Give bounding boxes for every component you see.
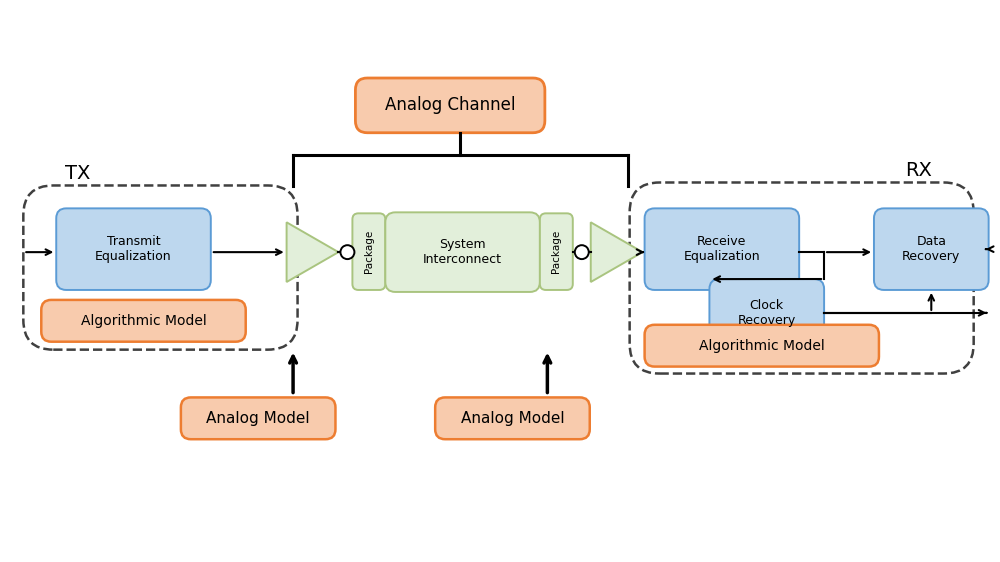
Polygon shape bbox=[591, 223, 643, 282]
Text: System
Interconnect: System Interconnect bbox=[423, 238, 502, 266]
Circle shape bbox=[575, 245, 589, 259]
Text: Receive
Equalization: Receive Equalization bbox=[684, 235, 760, 263]
Text: Algorithmic Model: Algorithmic Model bbox=[699, 339, 825, 353]
Text: Analog Model: Analog Model bbox=[206, 411, 310, 426]
FancyBboxPatch shape bbox=[435, 397, 590, 439]
Text: Package: Package bbox=[551, 230, 561, 273]
FancyBboxPatch shape bbox=[385, 212, 540, 292]
FancyBboxPatch shape bbox=[645, 209, 799, 290]
FancyBboxPatch shape bbox=[56, 209, 211, 290]
FancyBboxPatch shape bbox=[874, 209, 989, 290]
FancyBboxPatch shape bbox=[181, 397, 335, 439]
FancyBboxPatch shape bbox=[709, 279, 824, 347]
Text: Clock
Recovery: Clock Recovery bbox=[738, 299, 796, 327]
FancyBboxPatch shape bbox=[352, 214, 385, 290]
Text: Package: Package bbox=[364, 230, 374, 273]
Text: TX: TX bbox=[65, 164, 91, 183]
Text: Analog Channel: Analog Channel bbox=[385, 96, 515, 115]
Text: Transmit
Equalization: Transmit Equalization bbox=[95, 235, 172, 263]
FancyBboxPatch shape bbox=[645, 325, 879, 366]
Text: Algorithmic Model: Algorithmic Model bbox=[81, 314, 206, 328]
Circle shape bbox=[340, 245, 354, 259]
FancyBboxPatch shape bbox=[41, 300, 246, 342]
Polygon shape bbox=[287, 223, 338, 282]
Text: Data
Recovery: Data Recovery bbox=[902, 235, 960, 263]
FancyBboxPatch shape bbox=[540, 214, 573, 290]
Text: RX: RX bbox=[905, 161, 932, 180]
FancyBboxPatch shape bbox=[355, 78, 545, 133]
Text: Analog Model: Analog Model bbox=[461, 411, 564, 426]
